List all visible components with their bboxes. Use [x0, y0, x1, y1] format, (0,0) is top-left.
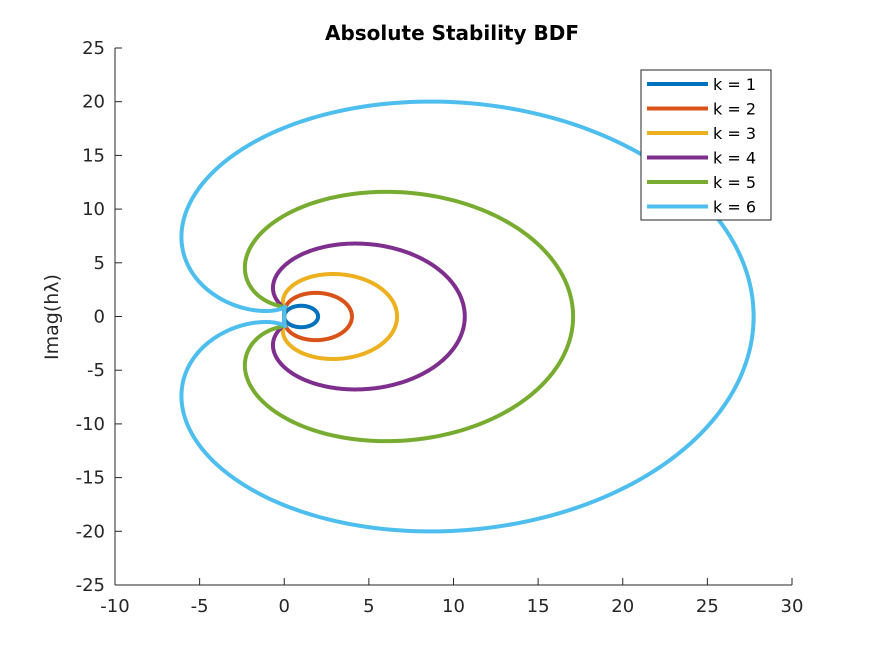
x-ticks: -10 -5 0 5 10 15 20 25 30: [100, 578, 803, 617]
series-line-k6: [179, 99, 756, 534]
y-tick-label: 5: [94, 253, 105, 274]
y-tick-label: -25: [76, 575, 105, 596]
y-tick-label: -20: [76, 521, 105, 542]
x-tick-label: 25: [696, 596, 719, 617]
series-line-k1: [282, 303, 321, 330]
legend-label: k = 3: [713, 124, 756, 143]
x-tick-label: 0: [279, 596, 290, 617]
series-line-k5: [242, 189, 576, 444]
legend-label: k = 6: [713, 198, 756, 217]
series-line-k4: [270, 241, 467, 392]
plot-area: -10 -5 0 5 10 15 20 25 30 -25 -20 -15 -10 -5 0 5 10 15 20…: [76, 38, 804, 617]
legend-label: k = 1: [713, 75, 756, 94]
x-tick-label: 5: [363, 596, 374, 617]
legend-label: k = 4: [713, 149, 756, 168]
x-tick-label: -10: [100, 596, 129, 617]
chart-title: Absolute Stability BDF: [325, 21, 579, 45]
legend-items: k = 1 k = 2 k = 3 k = 4 k = 5 k = 6: [647, 75, 756, 217]
series-line-k3: [280, 272, 400, 361]
y-tick-label: 25: [82, 38, 105, 59]
y-ticks: -25 -20 -15 -10 -5 0 5 10 15 20 25: [76, 38, 122, 596]
y-axis-label: Imag(hλ): [41, 274, 63, 360]
y-tick-label: 20: [82, 92, 105, 113]
y-tick-label: 15: [82, 145, 105, 166]
series-line-k2: [282, 290, 354, 343]
legend-box: [640, 69, 772, 221]
y-tick-label: 10: [82, 199, 105, 220]
stability-curves: [179, 99, 756, 534]
x-tick-label: 15: [527, 596, 550, 617]
x-tick-label: 10: [442, 596, 465, 617]
y-tick-label: 0: [94, 307, 105, 328]
legend-label: k = 2: [713, 100, 756, 119]
x-tick-label: 20: [611, 596, 634, 617]
legend-label: k = 5: [713, 173, 756, 192]
y-tick-label: -15: [76, 468, 105, 489]
y-tick-label: -5: [87, 360, 105, 381]
legend: k = 1 k = 2 k = 3 k = 4 k = 5 k = 6: [640, 69, 772, 221]
y-tick-label: -10: [76, 414, 105, 435]
x-tick-label: -5: [191, 596, 209, 617]
x-tick-label: 30: [781, 596, 804, 617]
